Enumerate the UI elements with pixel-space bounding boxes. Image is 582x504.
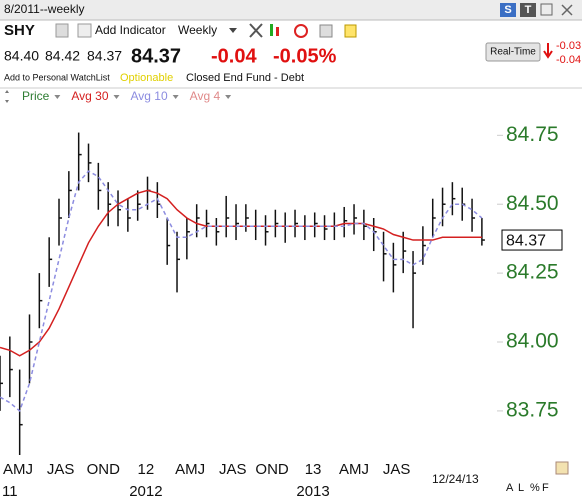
legend-dropdown[interactable] [113,95,120,99]
indicator-icon[interactable] [77,23,92,38]
window-icon[interactable] [520,3,536,17]
legend-dropdown[interactable] [172,95,179,99]
last-price: 84.37 [131,45,181,67]
price-change: -0.04 [211,45,257,67]
optionable: Optionable [120,72,173,84]
calendar-icon[interactable] [319,24,333,38]
legend-toggle[interactable] [5,90,9,103]
legend-entry[interactable]: Avg 30 [71,89,108,103]
period: 8/2011--weekly [4,2,84,16]
moving-average [0,189,482,357]
last-price-box [501,229,563,251]
restore-button[interactable] [540,3,553,16]
bottom-button[interactable]: A [506,482,514,494]
title-bar [0,0,582,20]
legend-entry[interactable]: Price [22,89,50,103]
open-price: 84.40 [4,48,39,64]
legend-entry[interactable]: Avg 4 [190,89,221,103]
window-icon[interactable] [500,3,516,17]
x-tick-label: AMJ [3,461,33,478]
symbol[interactable]: SHY [4,22,35,39]
real-time-button[interactable] [485,42,541,62]
edit-icon[interactable] [555,461,569,475]
real-time-label: Real-Time [490,47,536,58]
window-icon-label: T [525,4,532,16]
side-change: -0.04 [556,54,581,66]
end-date: 12/24/13 [432,472,479,486]
low-price: 84.37 [87,48,122,64]
x-tick-label: AMJ [339,461,369,478]
candle-icon[interactable] [276,27,279,36]
y-tick-label: 84.00 [506,330,559,353]
x-tick-label: JAS [47,461,75,478]
legend-dropdown[interactable] [225,95,232,99]
x-tick-label: 12 [138,461,155,478]
y-tick-label: 84.75 [506,123,559,146]
moving-average [0,170,483,413]
y-tick-label: 84.25 [506,261,559,284]
high-price: 84.42 [45,48,80,64]
x-tick-label: JAS [219,461,247,478]
add-indicator[interactable]: Add Indicator [95,23,166,37]
bottom-button[interactable]: F [542,482,549,494]
close-button[interactable] [561,4,573,16]
down-arrow [543,43,553,59]
alert-icon[interactable] [294,24,308,38]
year-label: 2012 [129,483,162,500]
fund-type: Closed End Fund - Debt [186,72,304,84]
legend-dropdown[interactable] [54,95,61,99]
bottom-button[interactable]: % [530,482,540,494]
x-tick-label: 13 [305,461,322,478]
price-change-pct: -0.05% [273,45,337,67]
tools-icon[interactable] [249,23,263,38]
last-price-label: 84.37 [506,232,546,249]
window-icon-label: S [504,4,511,16]
x-tick-label: AMJ [175,461,205,478]
dropdown-arrow[interactable] [229,28,237,33]
watchlist-link[interactable]: Add to Personal WatchList [4,72,110,82]
list-icon[interactable] [55,23,69,38]
y-tick-label: 84.50 [506,192,559,215]
x-tick-label: OND [87,461,121,478]
note-icon[interactable] [344,24,357,38]
year-label: 11 [2,483,18,500]
x-tick-label: OND [255,461,289,478]
legend-entry[interactable]: Avg 10 [131,89,168,103]
x-tick-label: JAS [383,461,411,478]
side-change: -0.03 [556,40,581,52]
year-label: 2013 [296,483,329,500]
y-tick-label: 83.75 [506,398,559,421]
candle-icon[interactable] [270,24,273,36]
interval[interactable]: Weekly [178,23,217,37]
bottom-button[interactable]: L [518,482,524,494]
